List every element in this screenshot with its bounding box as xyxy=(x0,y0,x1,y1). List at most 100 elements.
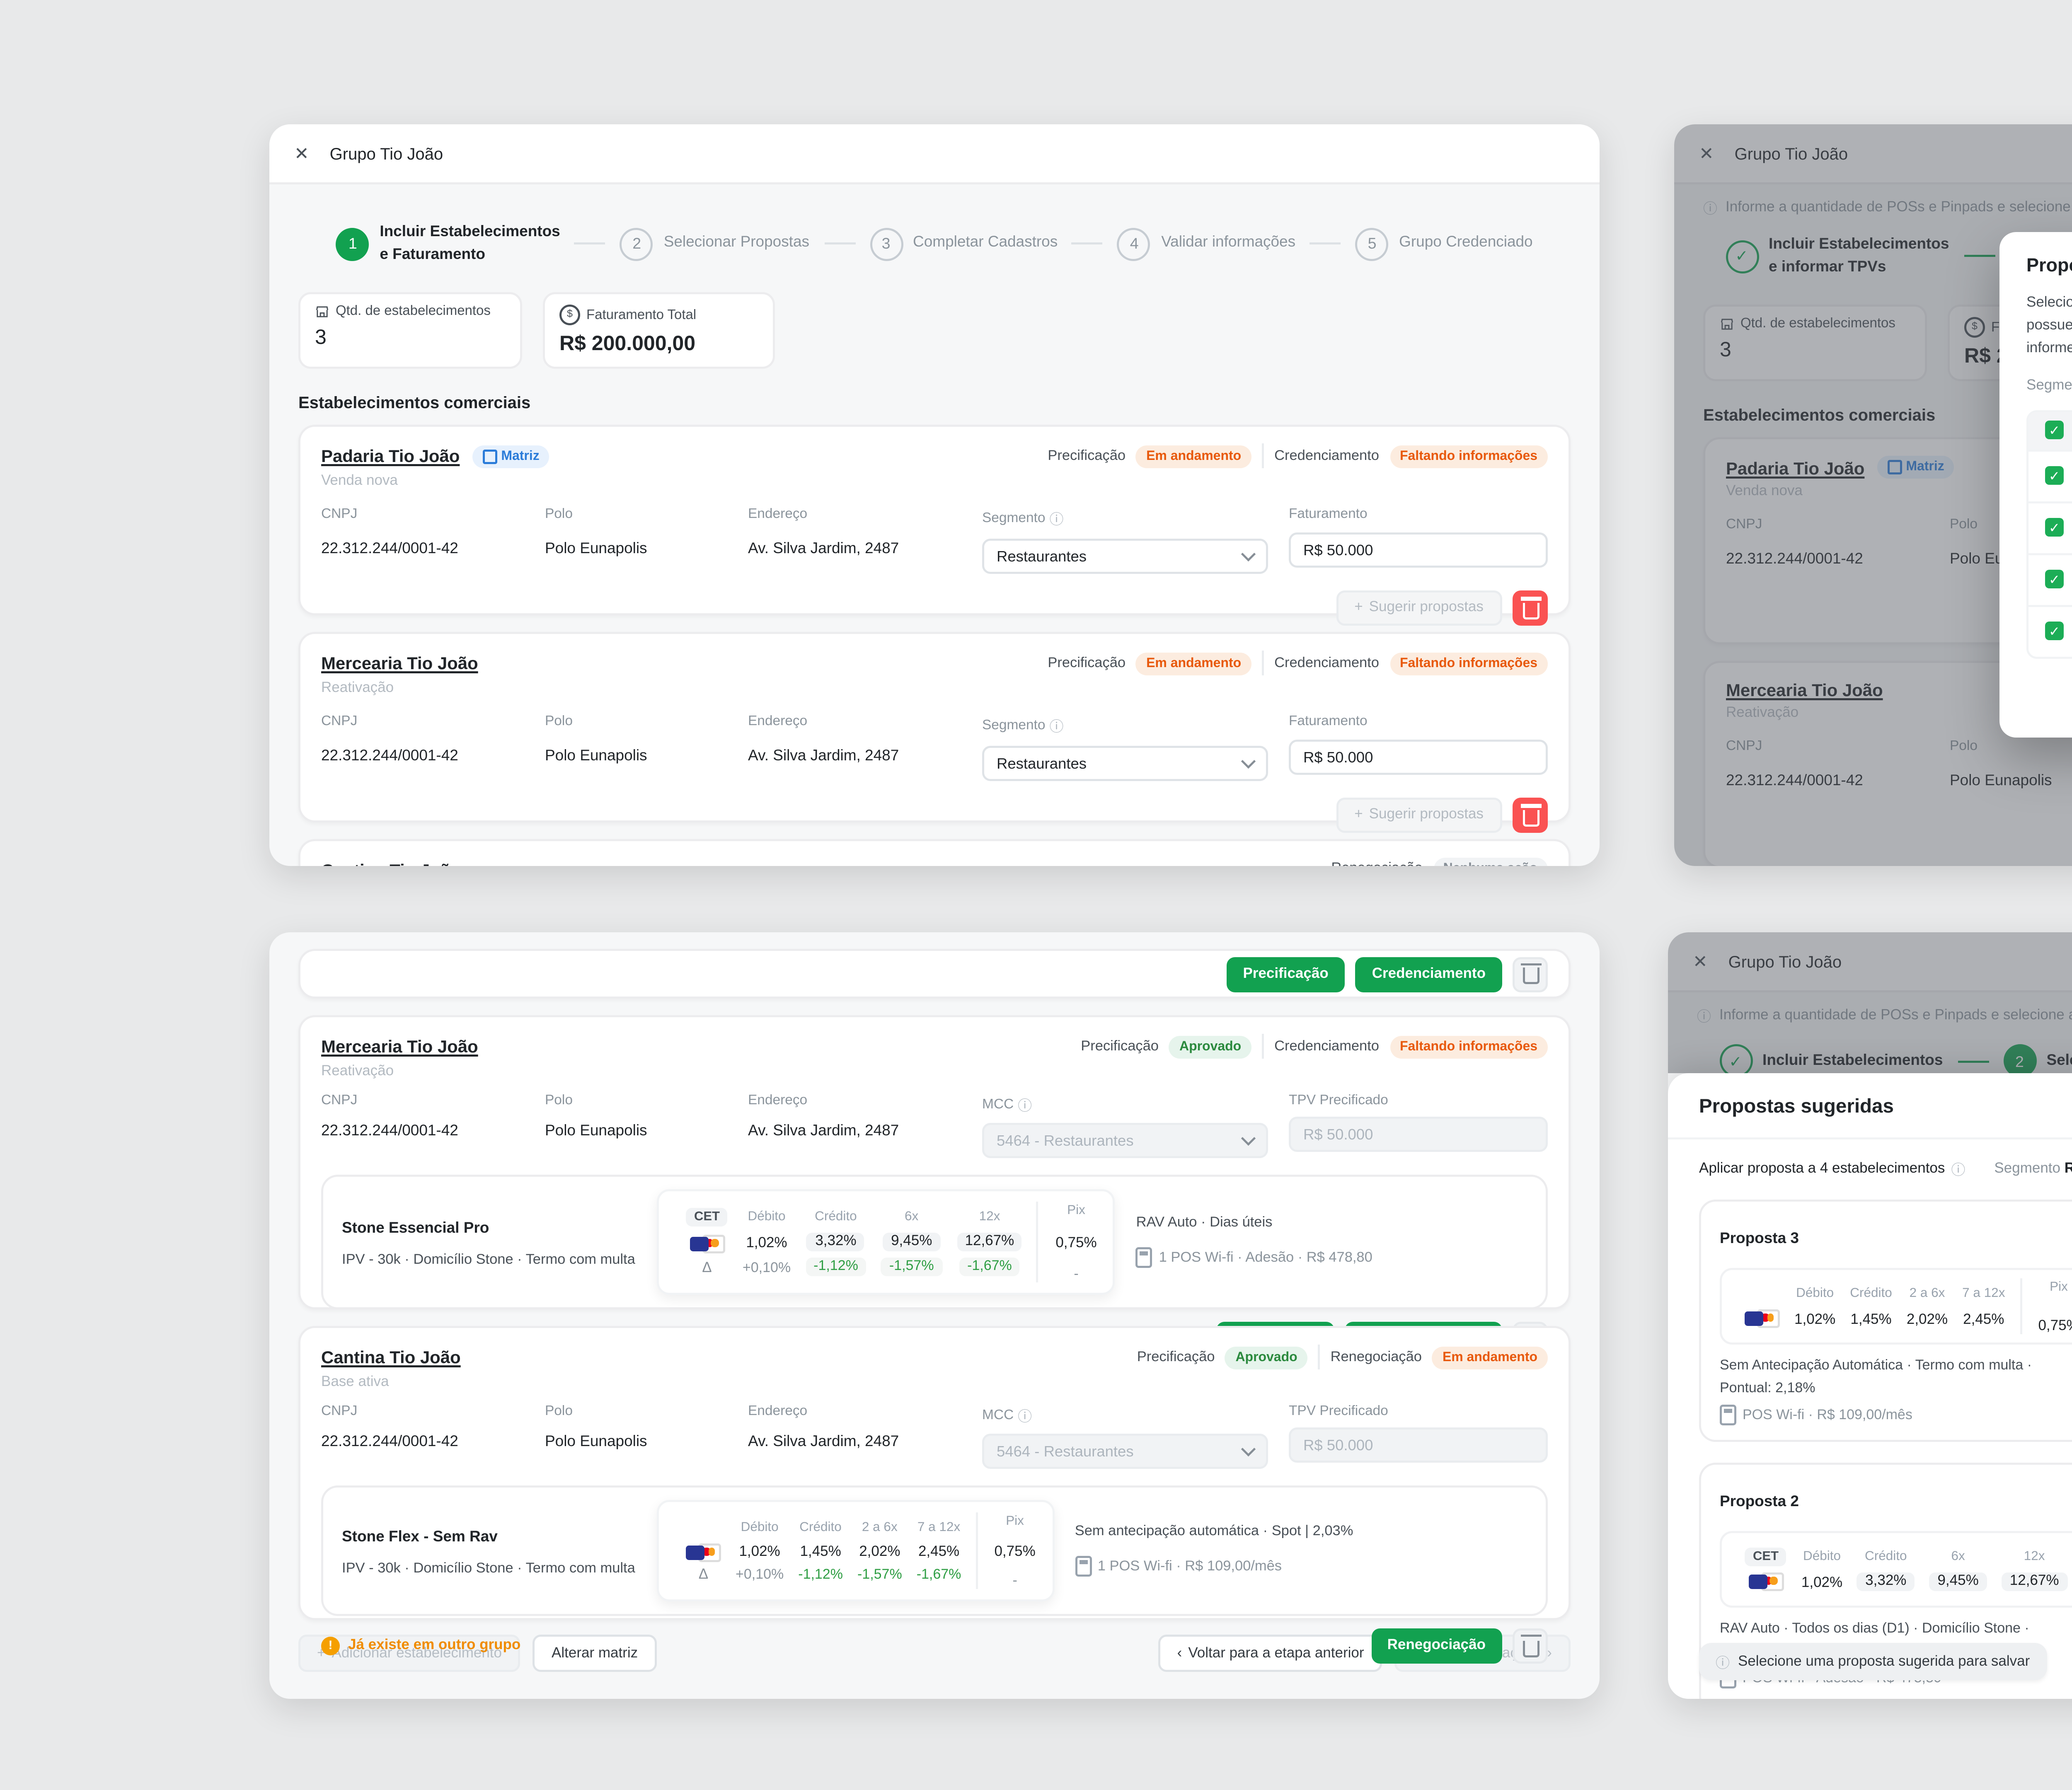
info-icon: ⓘ xyxy=(1716,1657,1730,1672)
proposal-card-3[interactable]: Proposta 3 Débito 1,02% Crédito 1,45% 2 a … xyxy=(1699,1200,2072,1442)
product-name: Stone Essencial Pro xyxy=(342,1217,489,1236)
card-brands-icon xyxy=(1748,1572,1784,1591)
status-badge: Em andamento xyxy=(1136,445,1252,468)
sugerir-propostas-button[interactable]: + Sugerir propostas xyxy=(1336,798,1502,834)
row-checkbox[interactable] xyxy=(2045,518,2064,537)
proposal-name: Proposta 2 xyxy=(1720,1492,1799,1510)
sale-type: Reativação xyxy=(321,682,394,697)
branch-icon xyxy=(482,449,497,464)
faturamento-input[interactable]: R$ 50.000 xyxy=(1289,533,1548,569)
sale-type: Reativação xyxy=(1726,707,1799,722)
wizard-header: ✕ Grupo Tio João xyxy=(269,124,1600,184)
row-checkbox[interactable] xyxy=(2045,570,2064,589)
establishment-card-mercearia: Mercearia Tio João Precificação Em andam… xyxy=(298,633,1571,834)
rates-table: CET Δ Débito 1,02% +0,10% Crédito 3,32% -1,1… xyxy=(657,1189,1116,1295)
sugerir-propostas-button[interactable]: + Sugerir propostas xyxy=(1336,591,1502,627)
info-banner: ⓘ Informe a quantidade de POSs e Pinpads… xyxy=(1703,197,2072,218)
stepper: 1 Incluir Estabelecimentos e Faturamento … xyxy=(298,222,1571,266)
dialog-title: Propostas sugeridas xyxy=(2026,255,2072,276)
panel-establishments-detail: Precificação Credenciamento Mercearia Ti… xyxy=(269,932,1600,1699)
establishment-name-link[interactable]: Mercearia Tio João xyxy=(321,653,478,675)
info-icon: ⓘ xyxy=(1018,1100,1032,1115)
step-4-circle: 4 xyxy=(1118,227,1151,261)
establishment-name-link[interactable]: Cantina Tio João xyxy=(321,860,461,866)
card-brands-icon xyxy=(686,1543,721,1562)
product-card-stone-essencial-pro: Stone Essencial Pro IPV - 30k · Domicíli… xyxy=(321,1175,1548,1309)
delete-button[interactable] xyxy=(1513,798,1548,834)
step-connector xyxy=(824,243,855,245)
card-brands-icon xyxy=(1745,1309,1780,1328)
branch-icon xyxy=(1887,461,1902,476)
establishment-name-link[interactable]: Cantina Tio João xyxy=(321,1347,461,1367)
segmento-select[interactable]: Restaurantes xyxy=(982,539,1268,575)
establishment-name-link[interactable]: Mercearia Tio João xyxy=(321,1036,478,1057)
status-badge: Em andamento xyxy=(1136,652,1252,675)
row-checkbox[interactable] xyxy=(2045,466,2064,485)
info-icon: ⓘ xyxy=(1049,515,1064,530)
mcc-select-disabled: 5464 - Restaurantes xyxy=(982,1123,1268,1158)
dialog-description: Selecione os estabelecimentos comerciais… xyxy=(2026,296,2072,356)
stat-qtd-value: 3 xyxy=(1720,341,1731,364)
selection-hint: ⓘ Selecione uma proposta sugerida para s… xyxy=(1699,1643,2047,1680)
sale-type: Venda nova xyxy=(321,475,398,490)
adicionar-estabelecimento-button[interactable]: + Adicionar estabelecimento xyxy=(298,1635,521,1672)
status-label: Renegociação xyxy=(1331,863,1422,866)
pos-info: 1 POS Wi-fi · Adesão · R$ 478,80 xyxy=(1136,1247,1527,1268)
status-badge: Aprovado xyxy=(1225,1345,1308,1369)
chevron-down-icon xyxy=(1241,1131,1256,1146)
close-icon[interactable]: ✕ xyxy=(1693,950,1708,971)
close-icon[interactable]: ✕ xyxy=(1699,142,1714,163)
dollar-icon: $ xyxy=(559,305,580,327)
select-all-checkbox[interactable] xyxy=(2045,421,2064,440)
establishment-name-link[interactable]: Padaria Tio João xyxy=(321,446,460,467)
info-icon: ⓘ xyxy=(1018,1411,1032,1425)
apply-count-label: Aplicar proposta a 4 estabelecimentos xyxy=(1699,1161,1945,1176)
section-title: Estabelecimentos comerciais xyxy=(298,394,531,414)
chevron-down-icon xyxy=(1241,548,1256,563)
proposals-grid: Proposta 3 Débito 1,02% Crédito 1,45% 2 a … xyxy=(1699,1200,2072,1699)
panel-wizard-step2-dimmed: ✕ Grupo Tio João ⓘ Informe a quantidade … xyxy=(1674,124,2072,866)
stat-qtd-estabelecimentos: Qtd. de estabelecimentos 3 xyxy=(298,293,522,370)
info-icon: ⓘ xyxy=(1703,203,1717,218)
establishment-name-link[interactable]: Mercearia Tio João xyxy=(1726,680,1883,701)
cnpj-value: 22.312.244/0001-42 xyxy=(321,1121,458,1139)
establishment-card-padaria: Padaria Tio João Matriz Precificação Em … xyxy=(298,426,1571,627)
credenciamento-button[interactable]: Credenciamento xyxy=(1355,956,1502,992)
close-icon[interactable]: ✕ xyxy=(294,142,309,163)
status-badge: Nenhuma ação xyxy=(1433,859,1548,866)
segmento-value: Restaurantes xyxy=(2065,1161,2072,1176)
polo-value: Polo Eunapolis xyxy=(1950,772,2052,791)
step-1-done: ✓ Incluir Estabelecimentos e informar TPV… xyxy=(1725,234,1949,278)
precificacao-button[interactable]: Precificação xyxy=(1226,956,1345,992)
matriz-badge: Matriz xyxy=(472,445,550,468)
delete-button[interactable] xyxy=(1513,956,1548,992)
delete-button[interactable] xyxy=(1513,1628,1548,1664)
rav-info: RAV Auto · Dias úteis xyxy=(1136,1216,1273,1231)
segmento-select[interactable]: Restaurantes xyxy=(982,747,1268,782)
delete-button[interactable] xyxy=(1513,591,1548,627)
proposal-name: Proposta 3 xyxy=(1720,1229,1799,1247)
endereco-value: Av. Silva Jardim, 2487 xyxy=(748,539,899,559)
step-5-circle: 5 xyxy=(1356,227,1389,261)
step-3: 3 Completar Cadastros xyxy=(869,227,1058,261)
step-1-check-icon: ✓ xyxy=(1725,239,1759,273)
polo-value: Polo Eunapolis xyxy=(545,1121,647,1139)
step-connector xyxy=(1072,243,1104,245)
step-connector xyxy=(1957,1059,1989,1062)
status-label: Precificação xyxy=(1137,1350,1215,1364)
row-checkbox[interactable] xyxy=(2045,622,2064,641)
renegociacao-button[interactable]: Renegociação xyxy=(1370,1628,1502,1664)
divider xyxy=(1668,1137,2072,1139)
establishment-card-cantina: Cantina Tio João Precificação Aprovado R… xyxy=(298,1326,1571,1664)
polo-value: Polo Eunapolis xyxy=(545,747,647,766)
faturamento-input[interactable]: R$ 50.000 xyxy=(1289,740,1548,776)
stat-qtd-value: 3 xyxy=(315,328,327,351)
alterar-matriz-button[interactable]: Alterar matriz xyxy=(533,1635,657,1672)
info-icon: ⓘ xyxy=(1951,1164,1965,1179)
table-row: Restaurante Tio João 22.312.244/0001-42 … xyxy=(2028,604,2072,656)
voltar-etapa-button[interactable]: ‹ Voltar para a etapa anterior xyxy=(1158,1635,1383,1672)
tpv-input-disabled: R$ 50.000 xyxy=(1289,1117,1548,1152)
establishment-name-link[interactable]: Padaria Tio João xyxy=(1726,457,1865,479)
warning-icon: ! xyxy=(321,1637,340,1655)
